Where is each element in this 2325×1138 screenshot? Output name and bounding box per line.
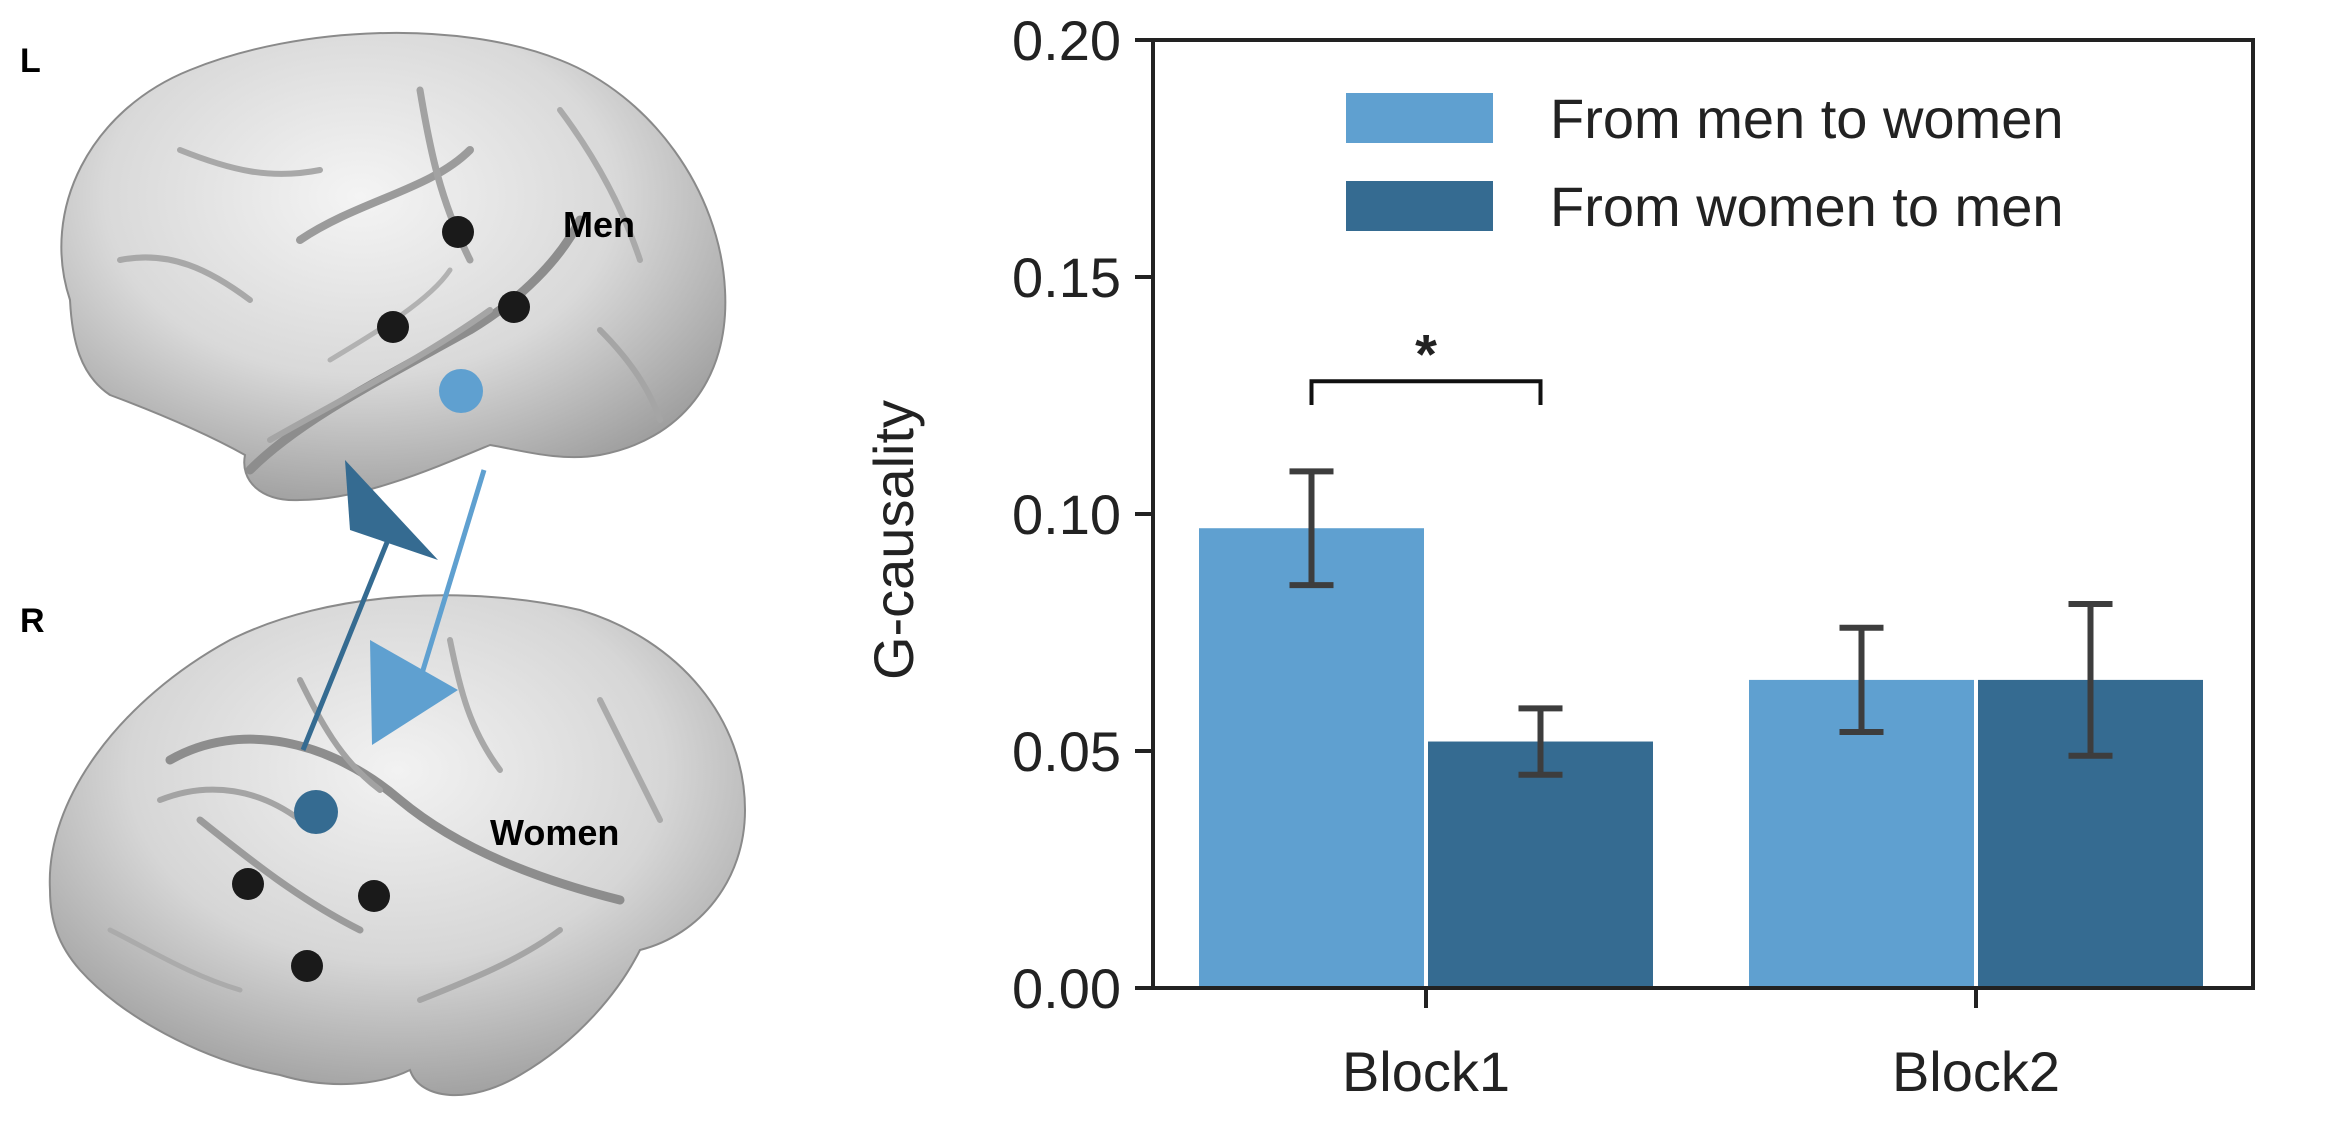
legend-swatch — [1346, 181, 1493, 231]
significance-annotation: * — [1309, 322, 1543, 405]
bar — [1199, 528, 1424, 986]
men-node — [439, 369, 483, 413]
y-tick-label: 0.15 — [1012, 246, 1121, 309]
men-to-women-arrow — [370, 469, 487, 745]
bottom-brain: Women R — [20, 594, 747, 1096]
y-tick-label: 0.10 — [1012, 483, 1121, 546]
electrode-dot — [377, 311, 409, 343]
top-brain: Men L — [20, 31, 727, 502]
error-bars — [1289, 468, 2113, 778]
y-axis-title: G-causality — [862, 400, 925, 680]
women-to-men-arrow — [300, 460, 438, 751]
legend: From men to women From women to men — [1346, 87, 2064, 238]
significance-star: * — [1415, 322, 1437, 385]
women-node — [294, 790, 338, 834]
electrode-dot — [232, 868, 264, 900]
bars — [1199, 528, 2203, 986]
y-tick-label: 0.20 — [1012, 9, 1121, 72]
x-tick-label: Block1 — [1342, 1040, 1510, 1103]
top-region-label: Men — [563, 204, 635, 245]
legend-swatch — [1346, 93, 1493, 143]
electrode-dot — [291, 950, 323, 982]
x-axis: Block1 Block2 — [1342, 988, 2060, 1103]
bottom-hemisphere-label: R — [20, 602, 45, 640]
bottom-region-label: Women — [490, 812, 619, 853]
electrode-dot — [358, 880, 390, 912]
electrode-dot — [498, 291, 530, 323]
top-hemisphere-label: L — [20, 42, 41, 80]
y-tick-label: 0.05 — [1012, 720, 1121, 783]
legend-label: From men to women — [1550, 87, 2064, 150]
y-axis: 0.00 0.05 0.10 0.15 0.20 — [1012, 9, 1153, 1020]
bar — [1428, 741, 1653, 986]
legend-label: From women to men — [1550, 175, 2064, 238]
significance-bracket — [1309, 379, 1543, 405]
x-tick-label: Block2 — [1892, 1040, 2060, 1103]
electrode-dot — [442, 216, 474, 248]
bar-chart: 0.00 0.05 0.10 0.15 0.20 Block1 Block2 * From… — [862, 9, 2255, 1103]
y-tick-label: 0.00 — [1012, 957, 1121, 1020]
brain-panel: Men L Women R — [20, 31, 747, 1096]
